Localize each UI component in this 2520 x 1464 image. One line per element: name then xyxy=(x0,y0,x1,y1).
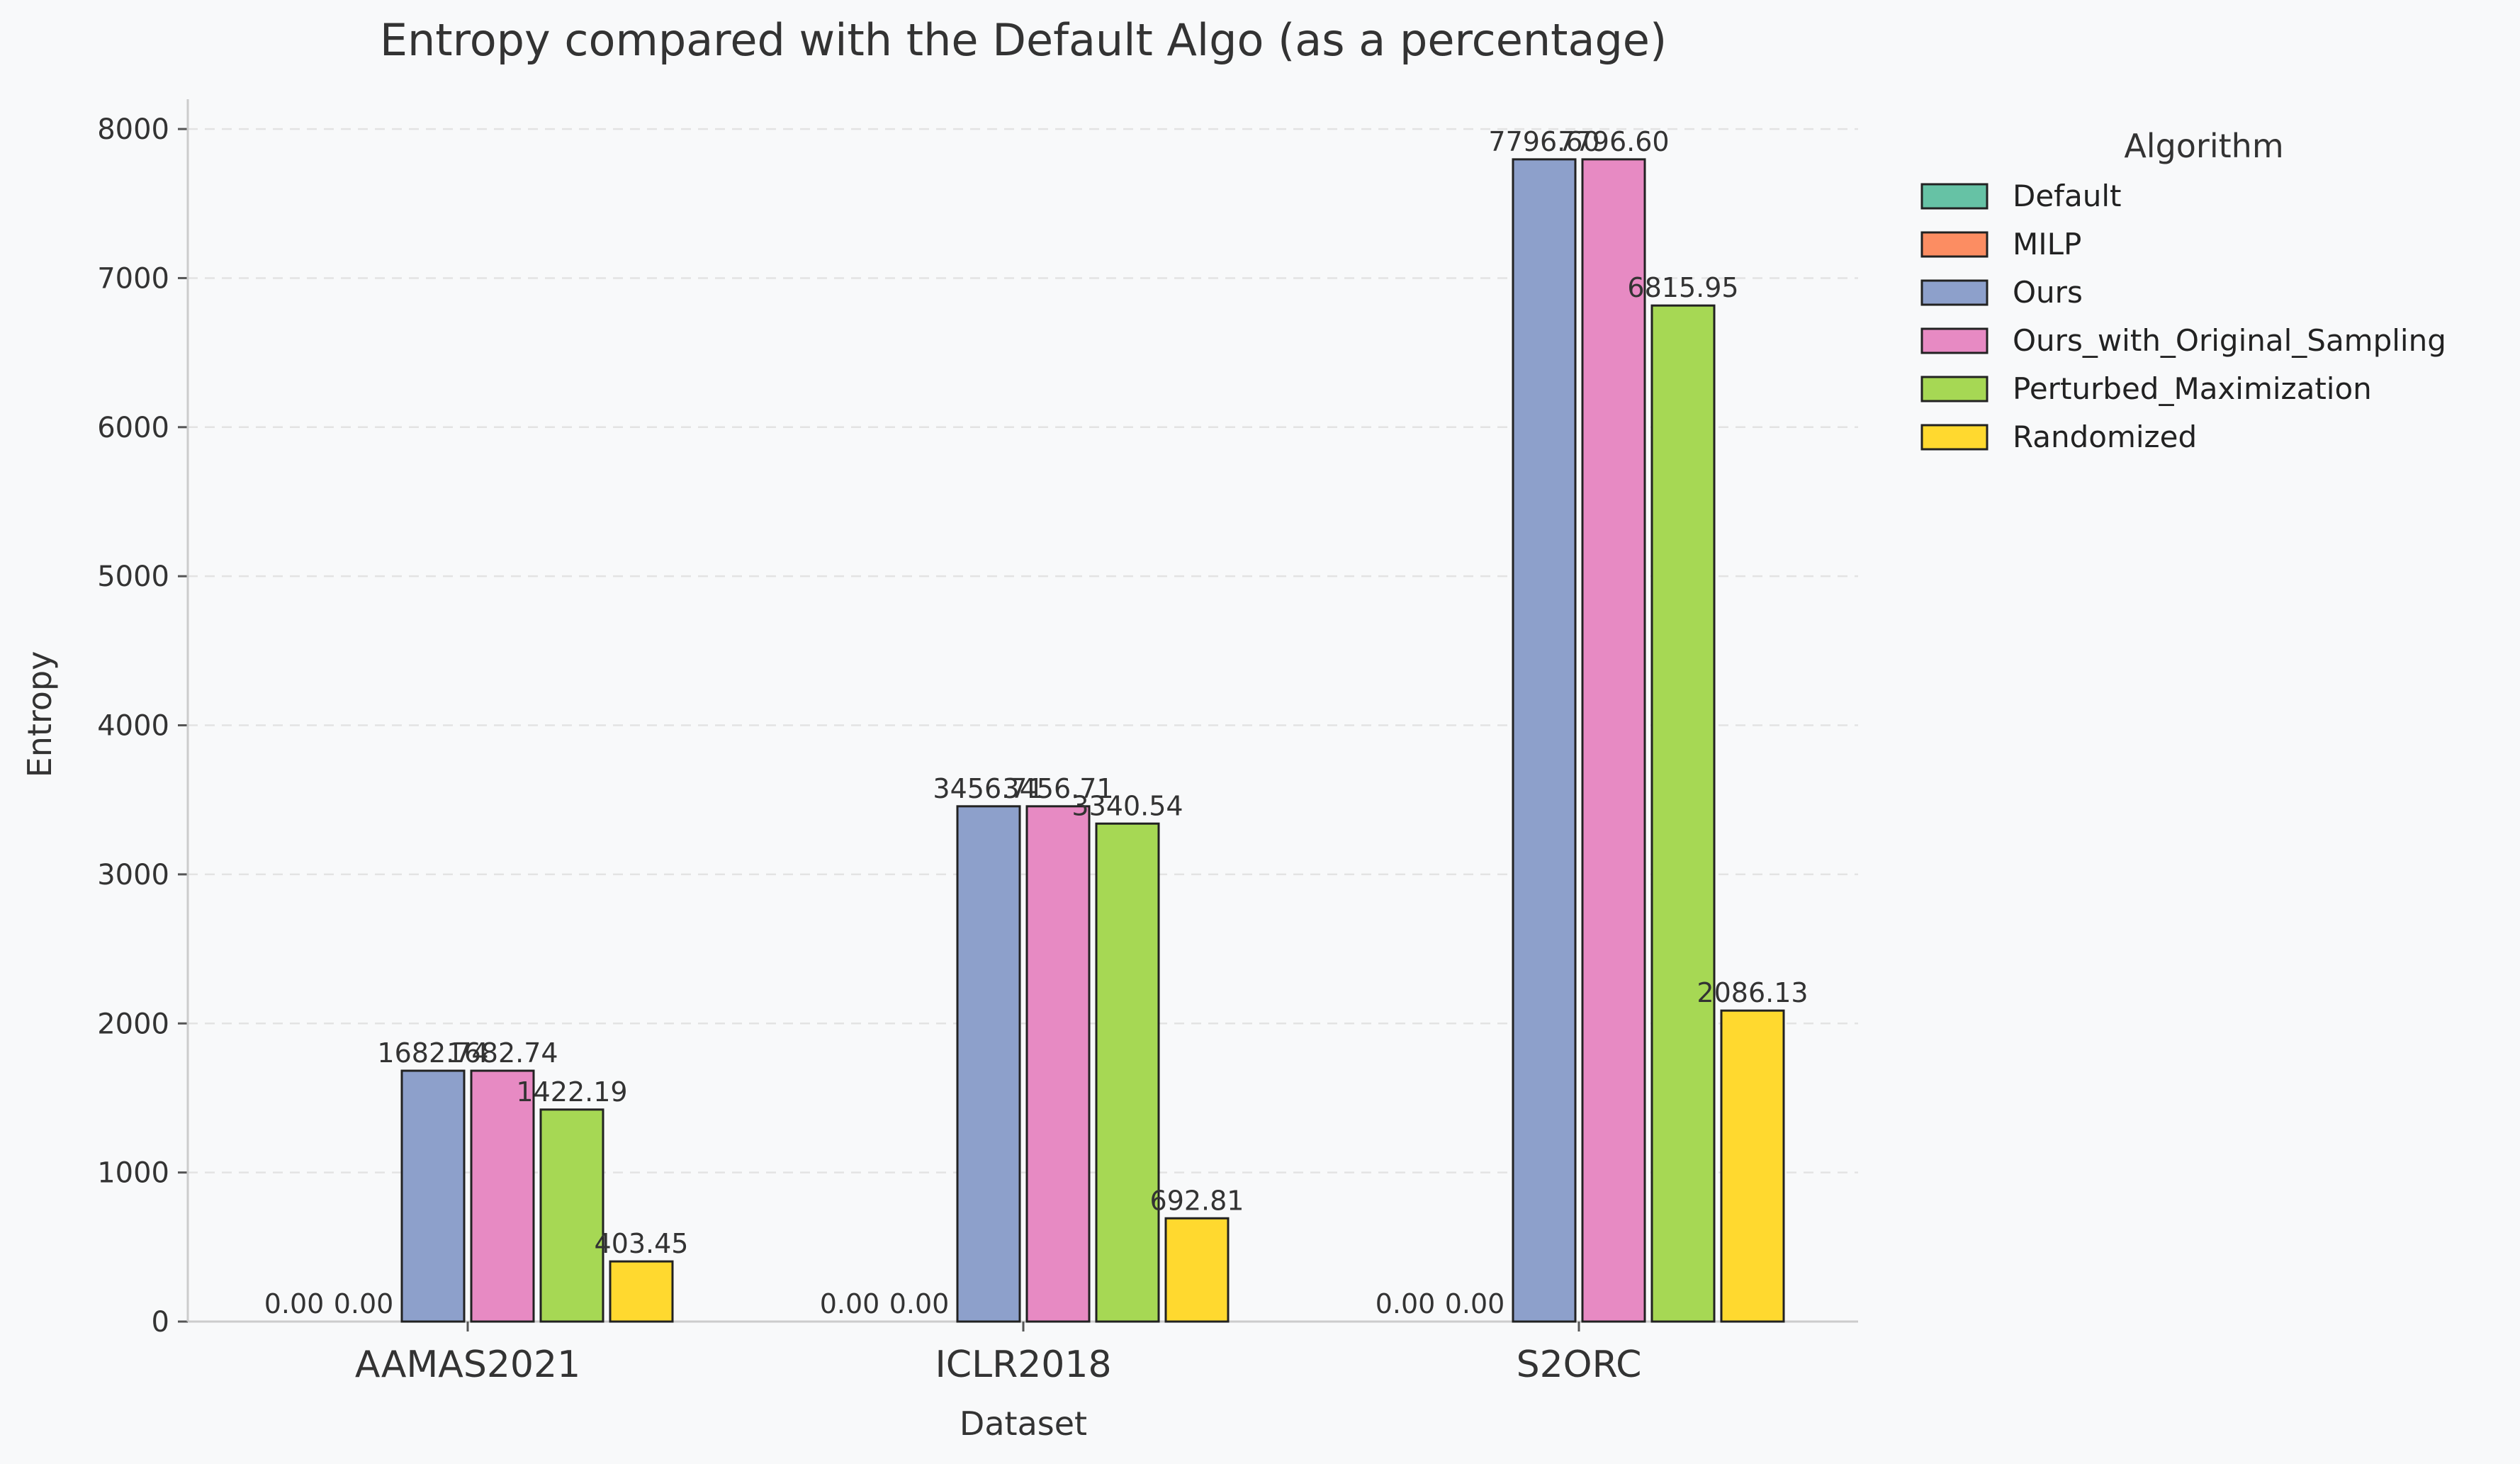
y-tick-label: 0 xyxy=(152,1306,169,1339)
legend-label-milp: MILP xyxy=(2013,227,2081,261)
data-label-ours-s2orc: 7796.60 xyxy=(1488,126,1599,157)
x-tick-label-s2orc: S2ORC xyxy=(1517,1344,1642,1386)
bar-randomized-aamas2021 xyxy=(609,1260,674,1323)
y-tick-label: 4000 xyxy=(97,710,169,743)
legend-label-default: Default xyxy=(2013,179,2121,213)
data-label-ours-iclr2018: 3456.71 xyxy=(933,773,1044,804)
x-axis-title: Dataset xyxy=(960,1404,1087,1443)
bar-perturbed-maximization-s2orc xyxy=(1650,304,1716,1323)
data-label-milp-s2orc: 0.00 xyxy=(1445,1288,1505,1319)
bar-ours-iclr2018 xyxy=(956,805,1021,1323)
bar-randomized-s2orc xyxy=(1720,1009,1785,1323)
legend-label-ours: Ours xyxy=(2013,275,2083,310)
y-tick-label: 5000 xyxy=(97,561,169,593)
data-label-randomized-aamas2021: 403.45 xyxy=(595,1228,689,1259)
legend-swatch-ours xyxy=(1920,279,1989,306)
bar-perturbed-maximization-aamas2021 xyxy=(539,1108,604,1323)
data-labels: 0.00 0.00 0.00 0.00 0.00 0.00 1682.74 3456.71 77… xyxy=(264,126,1809,1319)
data-label-perturbed-maximization-iclr2018: 3340.54 xyxy=(1071,790,1183,821)
y-tick-label: 8000 xyxy=(97,113,169,146)
y-tick-label: 6000 xyxy=(97,412,169,444)
x-tick-label-aamas2021: AAMAS2021 xyxy=(355,1344,580,1386)
legend: Algorithm Default MILP Ours Ours_with_Origi… xyxy=(1920,127,2446,454)
bar-ours-s2orc xyxy=(1512,158,1577,1323)
data-label-randomized-iclr2018: 692.81 xyxy=(1150,1185,1244,1216)
x-tick-label-iclr2018: ICLR2018 xyxy=(935,1344,1111,1386)
legend-swatch-perturbed-maximization xyxy=(1920,376,1989,402)
data-label-milp-iclr2018: 0.00 xyxy=(889,1288,950,1319)
y-tick-label: 1000 xyxy=(97,1157,169,1190)
data-label-randomized-s2orc: 2086.13 xyxy=(1697,977,1808,1008)
data-label-perturbed-maximization-aamas2021: 1422.19 xyxy=(516,1076,627,1108)
chart-title: Entropy compared with the Default Algo (… xyxy=(380,14,1667,66)
gridlines xyxy=(188,128,1858,1173)
legend-title: Algorithm xyxy=(2124,127,2283,165)
legend-swatch-randomized xyxy=(1920,424,1989,451)
data-label-ours-with-original-sampling-iclr2018: 3456.71 xyxy=(1002,773,1113,804)
legend-label-ours-with-original-sampling: Ours_with_Original_Sampling xyxy=(2013,323,2446,358)
legend-swatch-ours-with-original-sampling xyxy=(1920,327,1989,354)
data-label-ours-aamas2021: 1682.74 xyxy=(377,1037,488,1069)
legend-swatch-default xyxy=(1920,183,1989,210)
bar-perturbed-maximization-iclr2018 xyxy=(1095,822,1160,1323)
data-label-default-s2orc: 0.00 xyxy=(1376,1288,1436,1319)
legend-label-randomized: Randomized xyxy=(2013,420,2197,454)
bar-randomized-iclr2018 xyxy=(1164,1217,1230,1323)
bar-ours-with-original-sampling-aamas2021 xyxy=(470,1069,535,1323)
data-label-perturbed-maximization-s2orc: 6815.95 xyxy=(1627,272,1738,303)
data-label-ours-with-original-sampling-s2orc: 7796.60 xyxy=(1558,126,1669,157)
axes: 0 1000 2000 3000 4000 5000 6000 7000 8000 AAMAS20… xyxy=(97,99,1858,1386)
y-tick-label: 3000 xyxy=(97,859,169,891)
bar-ours-with-original-sampling-s2orc xyxy=(1581,158,1646,1323)
legend-swatch-milp xyxy=(1920,231,1989,258)
data-label-default-iclr2018: 0.00 xyxy=(820,1288,880,1319)
bar-ours-aamas2021 xyxy=(400,1069,466,1323)
bars xyxy=(400,158,1785,1323)
legend-label-perturbed-maximization: Perturbed_Maximization xyxy=(2013,371,2372,406)
y-axis-title: Entropy xyxy=(21,651,59,778)
bar-ours-with-original-sampling-iclr2018 xyxy=(1025,805,1091,1323)
data-label-default-aamas2021: 0.00 xyxy=(264,1288,325,1319)
y-tick-label: 2000 xyxy=(97,1008,169,1040)
y-tick-label: 7000 xyxy=(97,262,169,295)
data-label-ours-with-original-sampling-aamas2021: 1682.74 xyxy=(446,1037,558,1069)
data-label-milp-aamas2021: 0.00 xyxy=(334,1288,394,1319)
